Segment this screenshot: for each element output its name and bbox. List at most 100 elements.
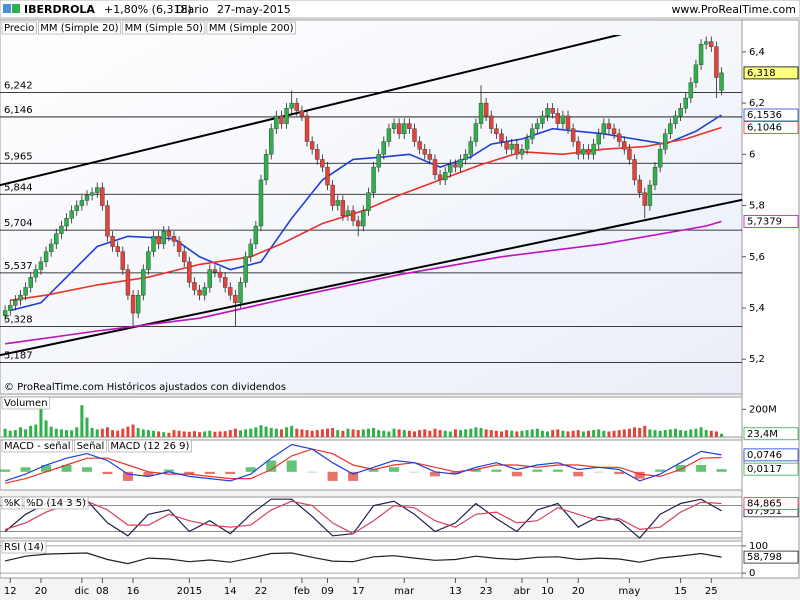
candle-body: [647, 184, 653, 206]
candle-body: [478, 102, 484, 124]
candle-body: [652, 166, 658, 186]
macd-histogram-bar: [470, 469, 481, 472]
candle-body: [176, 241, 182, 252]
y-tick-label: 5,6: [749, 252, 765, 263]
volume-bar: [576, 430, 580, 437]
volume-bar: [412, 431, 416, 437]
volume-bar: [663, 430, 667, 437]
candle-body: [279, 115, 284, 124]
candle-body: [79, 200, 85, 206]
legend-label: MM (Simple 20): [40, 23, 118, 34]
candle-body: [683, 97, 688, 109]
candle-body: [407, 123, 412, 129]
volume-bar: [627, 428, 631, 437]
footnote: © ProRealTime.com Históricos ajustados c…: [4, 381, 286, 393]
candle-body: [212, 269, 218, 273]
candle-body: [673, 115, 678, 124]
volume-bar: [310, 430, 314, 437]
candle-body: [38, 261, 44, 270]
macd-histogram-bar: [429, 471, 440, 477]
volume-bar: [290, 425, 294, 437]
level-label: 5,328: [4, 314, 33, 325]
macd-histogram-bar: [81, 467, 92, 472]
candle-body: [187, 261, 192, 283]
volume-bar: [592, 430, 596, 437]
candle-body: [678, 108, 683, 117]
volume-bar: [392, 428, 396, 437]
candle-body: [396, 123, 402, 135]
macd-histogram-bar: [225, 471, 236, 475]
ticker: IBERDROLA: [24, 3, 95, 16]
candle-body: [601, 123, 607, 135]
candle-body: [135, 294, 141, 314]
candle-body: [325, 166, 330, 186]
x-tick-label: dic: [75, 586, 90, 597]
level-label: 6,242: [4, 80, 33, 91]
macd-histogram-bar: [327, 471, 338, 481]
candle-body: [606, 123, 612, 129]
volume-bar: [182, 431, 186, 437]
candle-body: [417, 141, 422, 150]
volume-bar: [612, 430, 616, 437]
y-tick-label: 6: [749, 149, 755, 160]
volume-bar: [382, 430, 386, 437]
volume-bar: [525, 430, 529, 437]
volume-bar: [295, 428, 299, 437]
volume-bar: [479, 428, 483, 437]
volume-bar: [423, 429, 427, 437]
volume-bar: [34, 424, 38, 437]
trend-line: [0, 35, 623, 187]
candle-body: [663, 133, 668, 150]
volume-bar: [418, 430, 422, 437]
candle-body: [59, 225, 64, 234]
volume-bar: [459, 430, 463, 437]
candle-body: [591, 143, 596, 155]
candle-body: [28, 277, 33, 288]
candle-body: [366, 192, 371, 211]
candle-body: [473, 123, 479, 142]
volume-bar: [146, 430, 150, 437]
x-tick-label: may: [619, 586, 641, 597]
volume-bar: [162, 432, 166, 437]
x-tick-label: 12: [4, 586, 17, 597]
x-tick-label: 14: [224, 586, 237, 597]
candle-body: [642, 192, 647, 206]
candle-body: [120, 251, 126, 270]
volume-bar: [228, 430, 232, 437]
value-tag: 0,0117: [747, 464, 782, 475]
macd-histogram-bar: [0, 469, 11, 472]
candle-body: [64, 218, 69, 227]
candle-body: [371, 166, 376, 193]
candle-body: [519, 149, 525, 155]
candle-body: [402, 123, 407, 135]
volume-bar: [571, 430, 575, 437]
volume-bar: [668, 429, 672, 437]
volume-bar: [499, 431, 503, 437]
candle-body: [529, 128, 535, 140]
value-tag-box: [743, 550, 799, 564]
macd-histogram-bar: [163, 469, 174, 472]
volume-bar: [90, 428, 94, 437]
volume-bar: [540, 430, 544, 437]
x-tick-label: 22: [255, 586, 268, 597]
volume-bar: [264, 426, 268, 437]
icon[interactable]: [12, 4, 20, 13]
volume-bar: [233, 428, 237, 437]
candle-body: [581, 149, 586, 155]
candle-body: [719, 72, 724, 91]
volume-bar: [167, 432, 171, 437]
icon[interactable]: [3, 4, 11, 13]
volume-bar: [428, 430, 432, 437]
candle-body: [171, 236, 177, 242]
legend-box: [23, 496, 89, 510]
volume-bar: [566, 431, 570, 437]
candle-body: [146, 251, 151, 270]
candle-body: [284, 108, 289, 124]
oscillator-line: [4, 552, 722, 565]
candle-body: [13, 300, 18, 306]
value-tag-box: [743, 121, 799, 134]
volume-bar: [336, 430, 340, 437]
volume-bar: [326, 428, 330, 437]
value-tag: 67,951: [747, 506, 782, 517]
y-tick-label: 200M: [749, 404, 777, 415]
